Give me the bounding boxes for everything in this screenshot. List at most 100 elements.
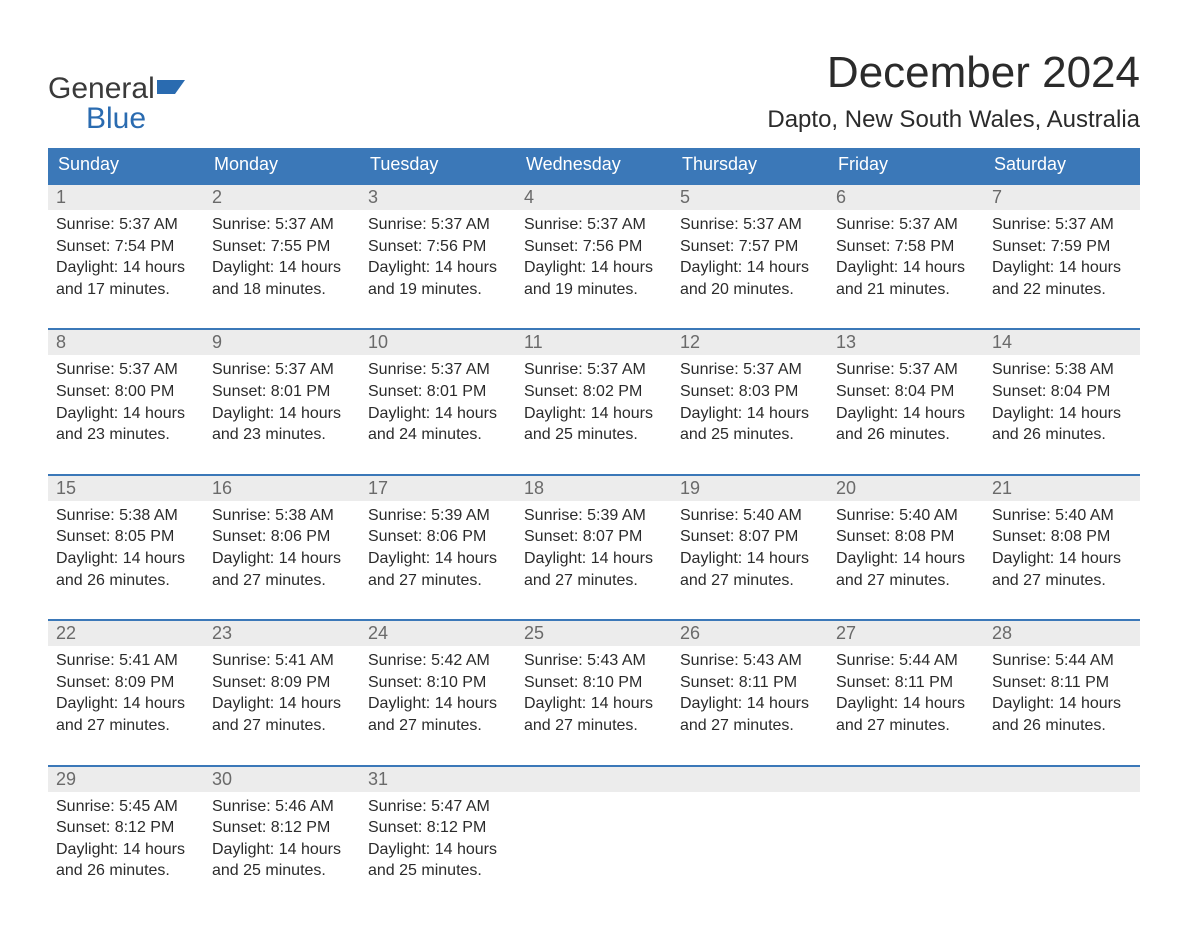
day-day1: Daylight: 14 hours — [836, 257, 976, 279]
weekday-col: Friday — [828, 148, 984, 183]
day-cell — [516, 792, 672, 910]
day-day1: Daylight: 14 hours — [524, 403, 664, 425]
day-cell: Sunrise: 5:40 AMSunset: 8:08 PMDaylight:… — [984, 501, 1140, 619]
day-day2: and 27 minutes. — [368, 715, 508, 737]
day-sunrise: Sunrise: 5:44 AM — [836, 650, 976, 672]
logo-word-blue: Blue — [86, 104, 189, 134]
day-sunrise: Sunrise: 5:37 AM — [680, 214, 820, 236]
day-day1: Daylight: 14 hours — [992, 693, 1132, 715]
day-cell: Sunrise: 5:37 AMSunset: 8:00 PMDaylight:… — [48, 355, 204, 473]
day-sunrise: Sunrise: 5:41 AM — [56, 650, 196, 672]
day-cell: Sunrise: 5:39 AMSunset: 8:07 PMDaylight:… — [516, 501, 672, 619]
day-cell: Sunrise: 5:47 AMSunset: 8:12 PMDaylight:… — [360, 792, 516, 910]
day-sunrise: Sunrise: 5:38 AM — [992, 359, 1132, 381]
day-cell: Sunrise: 5:40 AMSunset: 8:08 PMDaylight:… — [828, 501, 984, 619]
day-day2: and 27 minutes. — [992, 570, 1132, 592]
day-day2: and 24 minutes. — [368, 424, 508, 446]
day-sunrise: Sunrise: 5:37 AM — [992, 214, 1132, 236]
day-sunrise: Sunrise: 5:37 AM — [56, 214, 196, 236]
day-sunrise: Sunrise: 5:42 AM — [368, 650, 508, 672]
weekday-col: Wednesday — [516, 148, 672, 183]
day-day2: and 19 minutes. — [368, 279, 508, 301]
day-sunset: Sunset: 8:11 PM — [680, 672, 820, 694]
day-number: 23 — [204, 621, 360, 646]
day-number: 10 — [360, 330, 516, 355]
day-sunset: Sunset: 8:12 PM — [212, 817, 352, 839]
day-sunset: Sunset: 8:12 PM — [368, 817, 508, 839]
day-day1: Daylight: 14 hours — [836, 403, 976, 425]
day-day2: and 25 minutes. — [524, 424, 664, 446]
day-sunset: Sunset: 8:10 PM — [524, 672, 664, 694]
daynum-strip: 891011121314 — [48, 330, 1140, 355]
day-cell: Sunrise: 5:40 AMSunset: 8:07 PMDaylight:… — [672, 501, 828, 619]
weekday-col: Thursday — [672, 148, 828, 183]
day-day1: Daylight: 14 hours — [992, 257, 1132, 279]
day-number — [984, 767, 1140, 792]
day-sunset: Sunset: 8:07 PM — [680, 526, 820, 548]
day-number: 29 — [48, 767, 204, 792]
day-day2: and 25 minutes. — [212, 860, 352, 882]
day-day2: and 27 minutes. — [212, 570, 352, 592]
calendar: Sunday Monday Tuesday Wednesday Thursday… — [48, 148, 1140, 910]
day-sunset: Sunset: 8:06 PM — [368, 526, 508, 548]
day-number: 24 — [360, 621, 516, 646]
day-cell: Sunrise: 5:37 AMSunset: 7:56 PMDaylight:… — [516, 210, 672, 328]
day-cell: Sunrise: 5:38 AMSunset: 8:05 PMDaylight:… — [48, 501, 204, 619]
day-number: 5 — [672, 185, 828, 210]
day-sunrise: Sunrise: 5:37 AM — [212, 359, 352, 381]
day-sunrise: Sunrise: 5:37 AM — [524, 214, 664, 236]
day-sunrise: Sunrise: 5:37 AM — [368, 359, 508, 381]
day-sunset: Sunset: 7:56 PM — [524, 236, 664, 258]
day-day2: and 21 minutes. — [836, 279, 976, 301]
logo: General Blue — [48, 74, 189, 134]
day-sunrise: Sunrise: 5:39 AM — [524, 505, 664, 527]
day-number — [516, 767, 672, 792]
day-sunrise: Sunrise: 5:41 AM — [212, 650, 352, 672]
day-day2: and 17 minutes. — [56, 279, 196, 301]
day-sunset: Sunset: 7:58 PM — [836, 236, 976, 258]
day-day1: Daylight: 14 hours — [212, 403, 352, 425]
day-number: 19 — [672, 476, 828, 501]
week-body: Sunrise: 5:37 AMSunset: 8:00 PMDaylight:… — [48, 355, 1140, 473]
day-day2: and 27 minutes. — [836, 715, 976, 737]
day-day1: Daylight: 14 hours — [524, 257, 664, 279]
day-day1: Daylight: 14 hours — [368, 403, 508, 425]
day-day2: and 25 minutes. — [680, 424, 820, 446]
day-day2: and 27 minutes. — [680, 715, 820, 737]
day-cell: Sunrise: 5:38 AMSunset: 8:04 PMDaylight:… — [984, 355, 1140, 473]
day-cell: Sunrise: 5:41 AMSunset: 8:09 PMDaylight:… — [204, 646, 360, 764]
day-cell: Sunrise: 5:37 AMSunset: 8:04 PMDaylight:… — [828, 355, 984, 473]
day-sunset: Sunset: 8:09 PM — [212, 672, 352, 694]
day-sunrise: Sunrise: 5:46 AM — [212, 796, 352, 818]
day-sunset: Sunset: 8:10 PM — [368, 672, 508, 694]
weekday-col: Tuesday — [360, 148, 516, 183]
day-number: 30 — [204, 767, 360, 792]
day-day1: Daylight: 14 hours — [992, 403, 1132, 425]
week-block: 15161718192021Sunrise: 5:38 AMSunset: 8:… — [48, 474, 1140, 619]
day-sunrise: Sunrise: 5:37 AM — [368, 214, 508, 236]
day-day2: and 27 minutes. — [836, 570, 976, 592]
day-sunset: Sunset: 7:59 PM — [992, 236, 1132, 258]
day-number: 6 — [828, 185, 984, 210]
weeks-container: 1234567Sunrise: 5:37 AMSunset: 7:54 PMDa… — [48, 183, 1140, 910]
day-cell: Sunrise: 5:37 AMSunset: 7:54 PMDaylight:… — [48, 210, 204, 328]
day-day1: Daylight: 14 hours — [368, 548, 508, 570]
day-number: 22 — [48, 621, 204, 646]
day-sunset: Sunset: 7:55 PM — [212, 236, 352, 258]
page-header: General Blue December 2024 Dapto, New So… — [48, 48, 1140, 134]
day-number: 8 — [48, 330, 204, 355]
day-sunset: Sunset: 8:03 PM — [680, 381, 820, 403]
day-cell: Sunrise: 5:37 AMSunset: 8:01 PMDaylight:… — [204, 355, 360, 473]
day-day2: and 26 minutes. — [992, 424, 1132, 446]
day-cell: Sunrise: 5:43 AMSunset: 8:11 PMDaylight:… — [672, 646, 828, 764]
day-number — [672, 767, 828, 792]
day-day1: Daylight: 14 hours — [992, 548, 1132, 570]
title-month: December 2024 — [767, 48, 1140, 98]
day-cell: Sunrise: 5:45 AMSunset: 8:12 PMDaylight:… — [48, 792, 204, 910]
day-sunrise: Sunrise: 5:40 AM — [836, 505, 976, 527]
day-day1: Daylight: 14 hours — [212, 693, 352, 715]
day-sunset: Sunset: 8:11 PM — [836, 672, 976, 694]
day-day1: Daylight: 14 hours — [680, 403, 820, 425]
title-location: Dapto, New South Wales, Australia — [767, 106, 1140, 134]
day-cell: Sunrise: 5:37 AMSunset: 7:59 PMDaylight:… — [984, 210, 1140, 328]
